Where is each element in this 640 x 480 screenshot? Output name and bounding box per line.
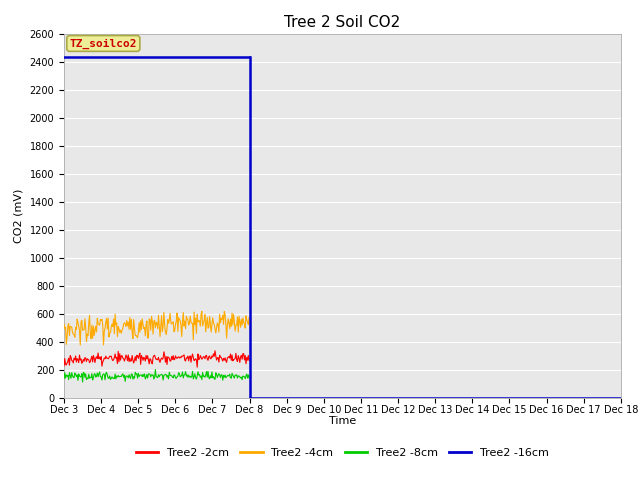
X-axis label: Time: Time bbox=[329, 416, 356, 426]
Text: TZ_soilco2: TZ_soilco2 bbox=[70, 38, 137, 48]
Y-axis label: CO2 (mV): CO2 (mV) bbox=[14, 189, 24, 243]
Title: Tree 2 Soil CO2: Tree 2 Soil CO2 bbox=[284, 15, 401, 30]
Legend: Tree2 -2cm, Tree2 -4cm, Tree2 -8cm, Tree2 -16cm: Tree2 -2cm, Tree2 -4cm, Tree2 -8cm, Tree… bbox=[132, 443, 553, 462]
